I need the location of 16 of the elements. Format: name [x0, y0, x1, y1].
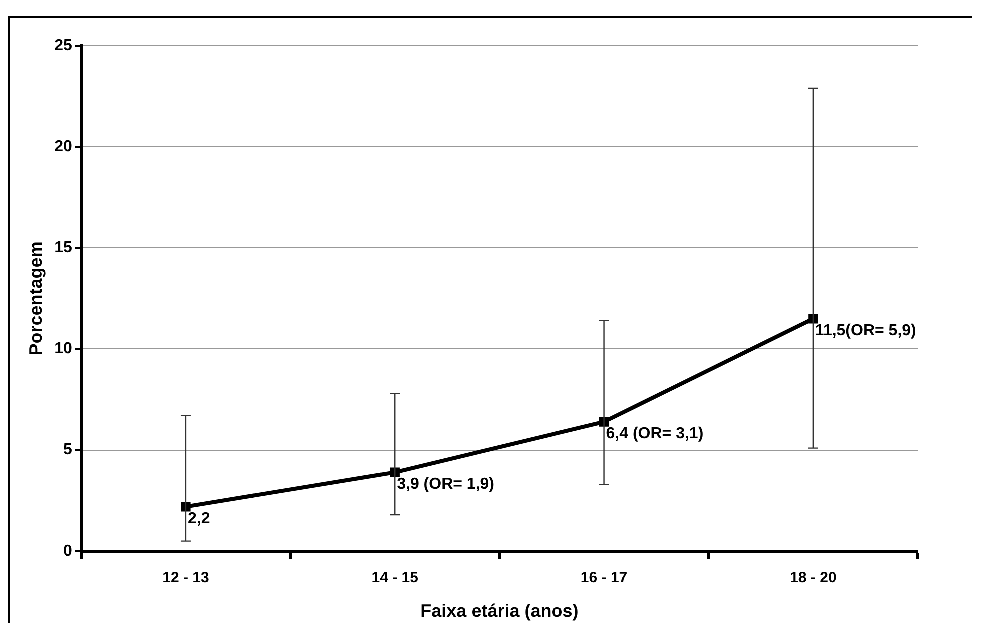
y-tick-label: 15: [54, 240, 72, 257]
y-tick-label: 5: [63, 442, 72, 459]
data-label: 6,4 (OR= 3,1): [606, 425, 704, 442]
y-tick-label: 0: [63, 542, 72, 560]
x-tick-label: 16 - 17: [580, 570, 628, 587]
y-tick-label: 10: [54, 340, 72, 358]
x-tick-label: 14 - 15: [372, 570, 418, 587]
data-label: 3,9 (OR= 1,9): [397, 476, 494, 493]
x-tick-label: 12 - 13: [162, 570, 210, 587]
y-tick-label: 25: [54, 37, 72, 54]
x-tick-label: 18 - 20: [790, 570, 837, 587]
y-axis-title: Porcentagem: [26, 242, 46, 356]
data-label: 11,5(OR= 5,9): [815, 322, 916, 340]
data-label: 2,2: [188, 510, 210, 528]
x-axis-title: Faixa etária (anos): [420, 601, 579, 622]
y-tick-label: 20: [54, 138, 72, 156]
